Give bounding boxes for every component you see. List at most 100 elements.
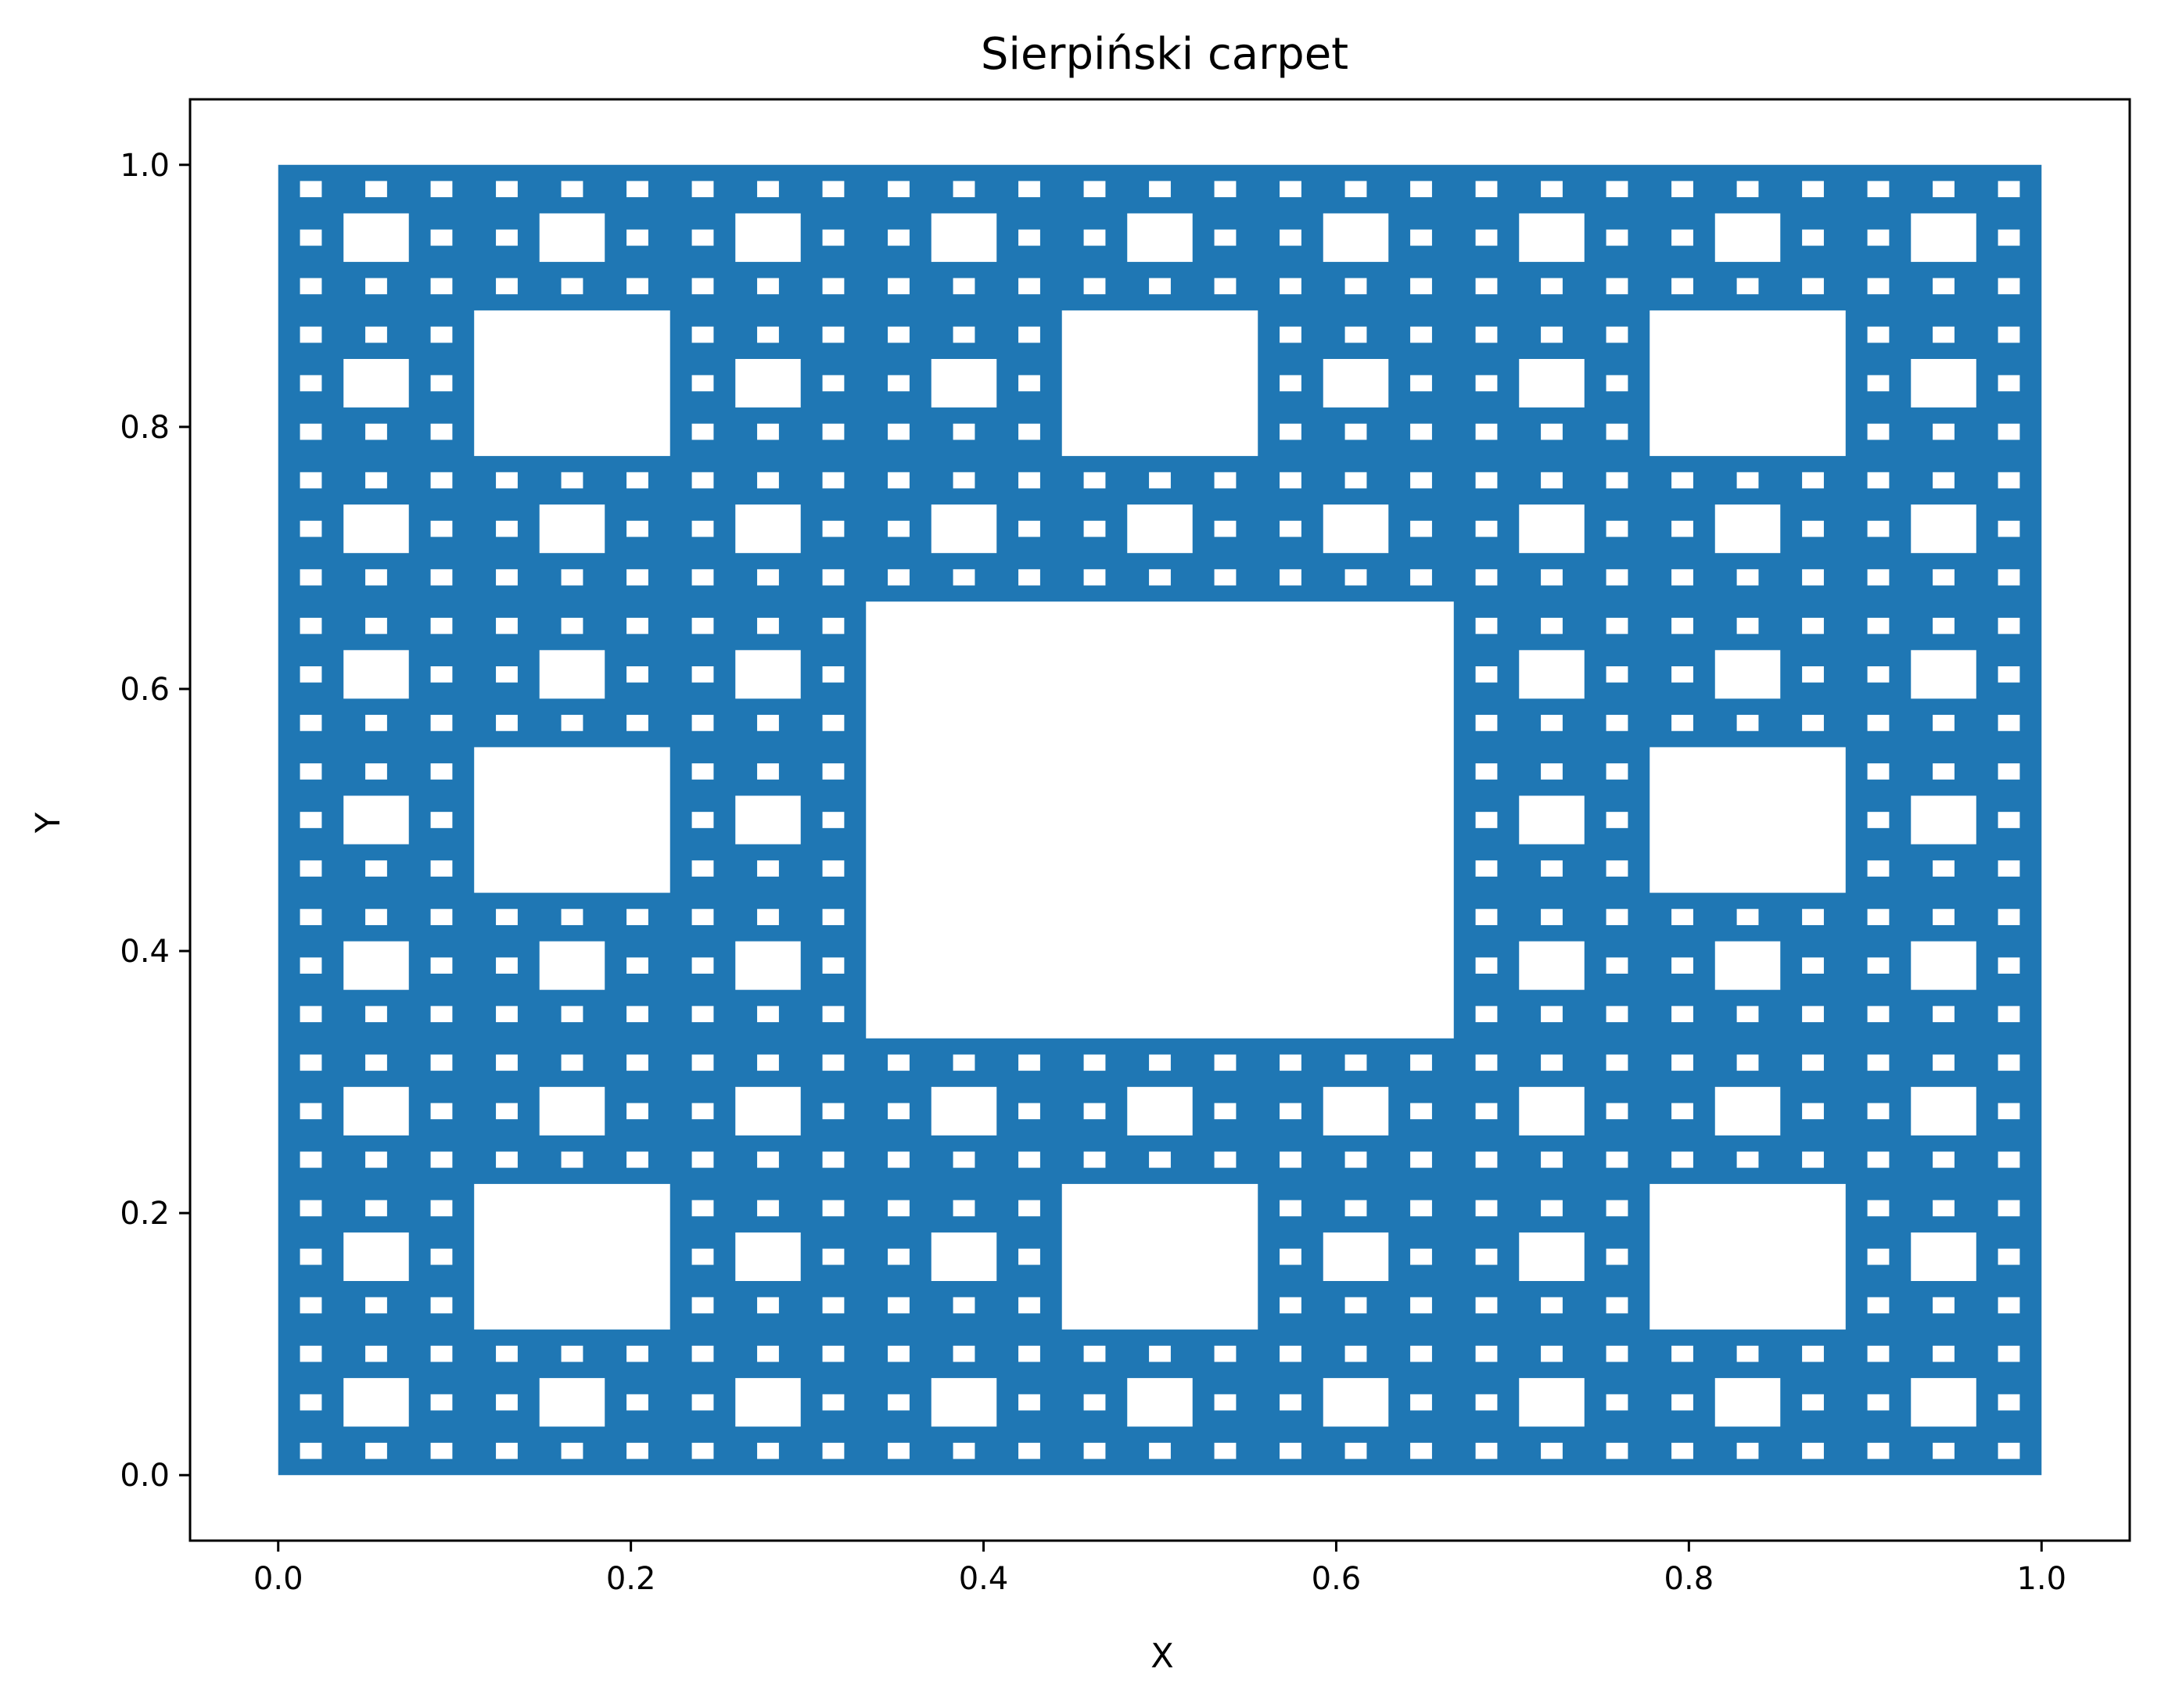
carpet-hole <box>496 1394 518 1411</box>
carpet-hole <box>1867 763 1890 780</box>
carpet-hole <box>539 213 605 262</box>
carpet-hole <box>1714 504 1781 554</box>
carpet-hole <box>626 229 648 246</box>
carpet-hole <box>365 1345 387 1362</box>
carpet-hole <box>365 1200 387 1217</box>
carpet-hole <box>1998 423 2020 440</box>
carpet-hole <box>1410 1345 1432 1362</box>
carpet-hole <box>822 520 845 537</box>
carpet-hole <box>1606 229 1628 246</box>
carpet-hole <box>1867 957 1890 974</box>
carpet-hole <box>1606 569 1628 586</box>
carpet-hole <box>735 1232 801 1282</box>
carpet-hole <box>953 1442 975 1459</box>
carpet-hole <box>626 278 648 295</box>
carpet-hole <box>1475 229 1498 246</box>
carpet-hole <box>1867 472 1890 489</box>
carpet-hole <box>822 423 845 440</box>
carpet-hole <box>496 1442 518 1459</box>
carpet-hole <box>1475 423 1498 440</box>
carpet-hole <box>757 617 779 634</box>
carpet-hole <box>931 1086 997 1136</box>
carpet-hole <box>496 181 518 198</box>
carpet-hole <box>496 666 518 683</box>
carpet-hole <box>430 812 453 828</box>
carpet-hole <box>1649 310 1846 457</box>
carpet-hole <box>888 1297 910 1314</box>
carpet-hole <box>691 957 714 974</box>
carpet-hole <box>822 1151 845 1168</box>
carpet-hole <box>1083 1151 1106 1168</box>
carpet-hole <box>1911 1378 1976 1427</box>
carpet-hole <box>1671 520 1693 537</box>
carpet-hole <box>1998 569 2020 586</box>
carpet-hole <box>953 1297 975 1314</box>
carpet-hole <box>691 569 714 586</box>
carpet-hole <box>365 181 387 198</box>
carpet-hole <box>822 326 845 343</box>
carpet-hole <box>300 812 322 828</box>
carpet-hole <box>1541 423 1563 440</box>
carpet-hole <box>365 472 387 489</box>
carpet-hole <box>1149 181 1171 198</box>
carpet-hole <box>1083 181 1106 198</box>
carpet-hole <box>1410 1297 1432 1314</box>
carpet-hole <box>626 1442 648 1459</box>
carpet-hole <box>1802 909 1824 925</box>
carpet-hole <box>1671 715 1693 731</box>
carpet-hole <box>1475 909 1498 925</box>
carpet-hole <box>822 666 845 683</box>
carpet-hole <box>1127 504 1193 554</box>
carpet-hole <box>1083 229 1106 246</box>
carpet-hole <box>1606 1006 1628 1023</box>
carpet-hole <box>1344 1345 1367 1362</box>
carpet-hole <box>300 472 322 489</box>
carpet-hole <box>691 1054 714 1071</box>
carpet-hole <box>1541 1151 1563 1168</box>
carpet-hole <box>1280 229 1301 246</box>
carpet-hole <box>365 763 387 780</box>
carpet-hole <box>300 763 322 780</box>
carpet-hole <box>1127 1086 1193 1136</box>
carpet-hole <box>1018 569 1040 586</box>
carpet-hole <box>1998 1054 2020 1071</box>
carpet-hole <box>365 1297 387 1314</box>
carpet-hole <box>822 375 845 392</box>
carpet-hole <box>1802 278 1824 295</box>
carpet-hole <box>953 278 975 295</box>
carpet-hole <box>1018 229 1040 246</box>
carpet-hole <box>757 1200 779 1217</box>
carpet-hole <box>430 423 453 440</box>
carpet-hole <box>1519 650 1585 699</box>
carpet-hole <box>300 1345 322 1362</box>
carpet-hole <box>626 181 648 198</box>
axes-frame <box>188 98 2131 1542</box>
carpet-hole <box>561 1054 583 1071</box>
carpet-hole <box>1475 860 1498 877</box>
y-axis: 0.0 0.2 0.4 0.6 0.8 1.0 <box>120 148 190 1494</box>
carpet-hole <box>1323 1378 1389 1427</box>
carpet-hole <box>561 617 583 634</box>
carpet-hole <box>822 1297 845 1314</box>
carpet-hole <box>626 569 648 586</box>
carpet-hole <box>626 1151 648 1168</box>
carpet-hole <box>1802 1442 1824 1459</box>
carpet-hole <box>1802 957 1824 974</box>
carpet-hole <box>430 326 453 343</box>
carpet-hole <box>430 375 453 392</box>
carpet-hole <box>1018 1054 1040 1071</box>
carpet-hole <box>1606 1442 1628 1459</box>
carpet-hole <box>1867 617 1890 634</box>
carpet-hole <box>757 1151 779 1168</box>
carpet-hole <box>1410 1054 1432 1071</box>
carpet-hole <box>1280 1345 1301 1362</box>
carpet-hole <box>1911 504 1976 554</box>
carpet-hole <box>496 1151 518 1168</box>
carpet-hole <box>1933 617 1955 634</box>
carpet-hole <box>735 795 801 845</box>
carpet-hole <box>1344 326 1367 343</box>
carpet-hole <box>822 860 845 877</box>
carpet-hole <box>1802 569 1824 586</box>
carpet-hole <box>1214 181 1237 198</box>
carpet-hole <box>1280 423 1301 440</box>
